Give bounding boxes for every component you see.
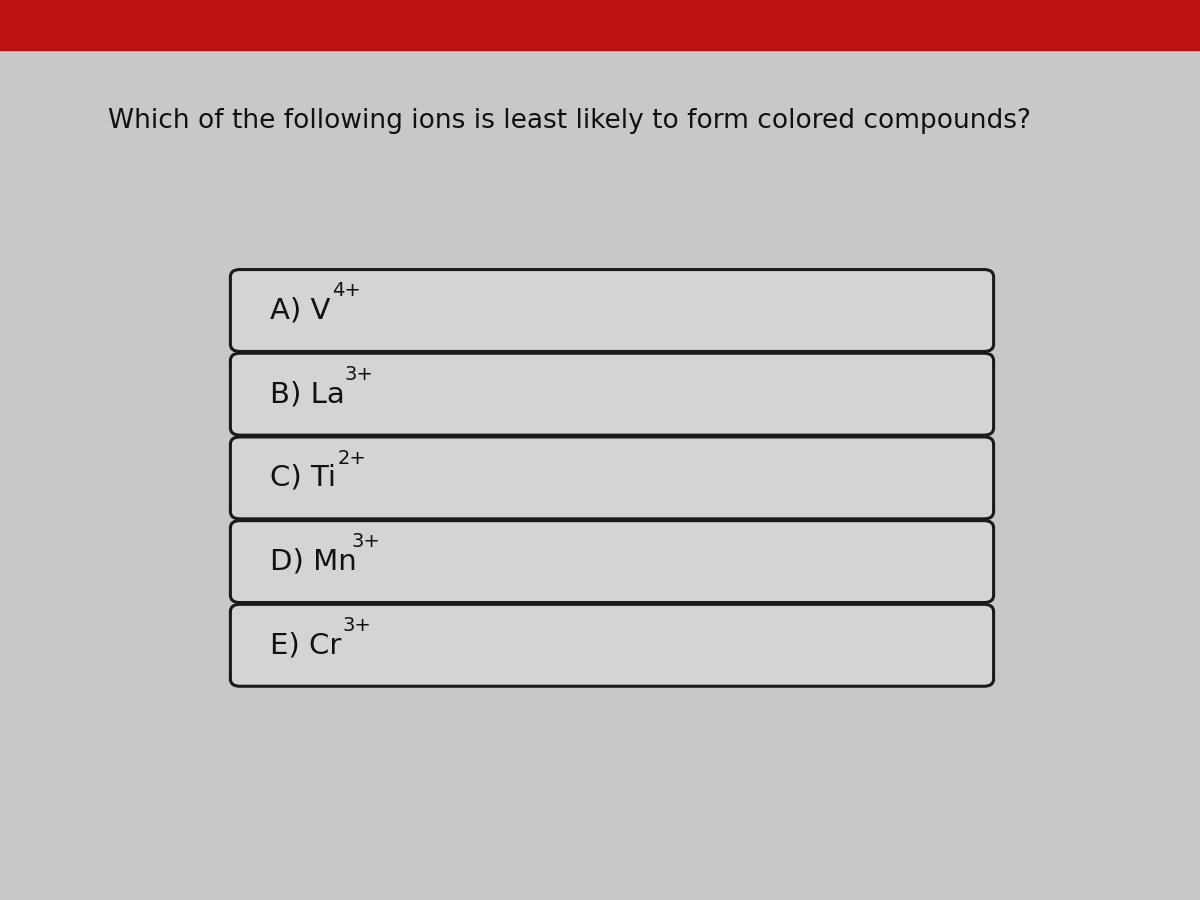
Text: 3+: 3+: [352, 532, 380, 552]
Text: 4+: 4+: [332, 281, 361, 301]
FancyBboxPatch shape: [230, 520, 994, 603]
Text: Which of the following ions is least likely to form colored compounds?: Which of the following ions is least lik…: [108, 108, 1031, 134]
FancyBboxPatch shape: [230, 353, 994, 435]
Text: 3+: 3+: [342, 616, 371, 635]
FancyBboxPatch shape: [230, 270, 994, 351]
Text: B) La: B) La: [270, 380, 344, 409]
Text: C) Ti: C) Ti: [270, 464, 336, 492]
Text: 2+: 2+: [337, 448, 366, 468]
Text: A) V: A) V: [270, 296, 330, 325]
FancyBboxPatch shape: [230, 605, 994, 686]
Text: 3+: 3+: [344, 364, 373, 384]
Text: E) Cr: E) Cr: [270, 631, 341, 660]
Text: D) Mn: D) Mn: [270, 547, 356, 576]
Bar: [0, 0, 1200, 50]
FancyBboxPatch shape: [230, 436, 994, 518]
